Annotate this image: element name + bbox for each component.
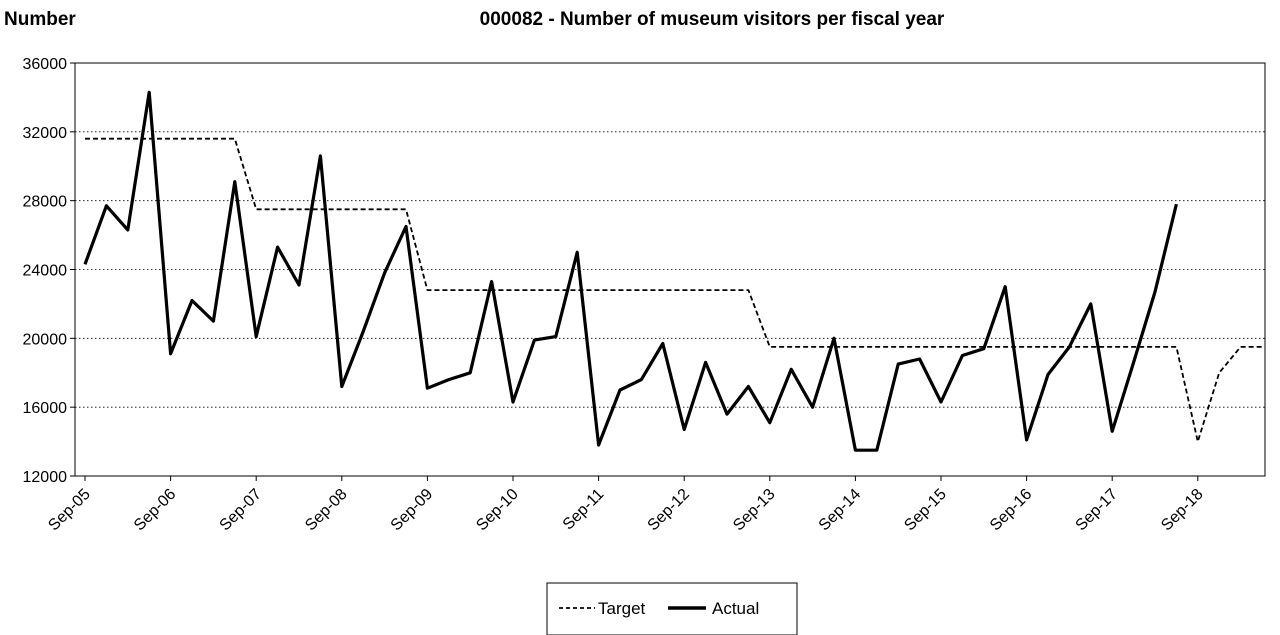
legend: Target Actual [546,582,798,635]
x-tick-label: Sep-14 [816,486,865,535]
series-line-actual [83,90,1178,452]
x-tick-label: Sep-10 [473,486,522,535]
x-tick-label: Sep-17 [1073,486,1122,535]
x-tick-label: Sep-09 [388,486,437,535]
x-tick-label: Sep-16 [987,486,1036,535]
y-tick-label: 36000 [23,56,68,73]
series-group [83,90,1262,452]
y-tick-label: 32000 [23,125,68,142]
y-tick-label: 12000 [23,469,68,486]
x-tick-label: Sep-08 [302,486,351,535]
x-tick-label: Sep-18 [1158,486,1207,535]
legend-target-label: Target [598,599,646,618]
x-tick-label: Sep-05 [45,486,94,535]
x-tick-label: Sep-11 [560,486,608,534]
x-axis-ticks: Sep-05 Sep-06 Sep-07 Sep-08 Sep-09 Sep-10 Sep-… [45,476,1207,535]
x-tick-label: Sep-13 [730,486,779,535]
series-line-target [85,137,1262,443]
x-tick-label: Sep-06 [131,486,180,535]
x-tick-label: Sep-15 [901,486,950,535]
chart-title: 000082 - Number of museum visitors per f… [480,9,945,30]
y-axis-title: Number [4,9,76,30]
legend-actual-label: Actual [712,599,759,618]
plot-area [74,62,1266,477]
y-axis-ticks: 12000 16000 20000 24000 28000 32000 36000 [23,56,75,486]
x-tick-label: Sep-12 [645,486,694,535]
y-tick-label: 24000 [23,263,68,280]
y-tick-label: 20000 [23,331,68,348]
x-tick-label: Sep-07 [217,486,266,535]
y-tick-label: 16000 [23,400,68,417]
y-tick-label: 28000 [23,194,68,211]
